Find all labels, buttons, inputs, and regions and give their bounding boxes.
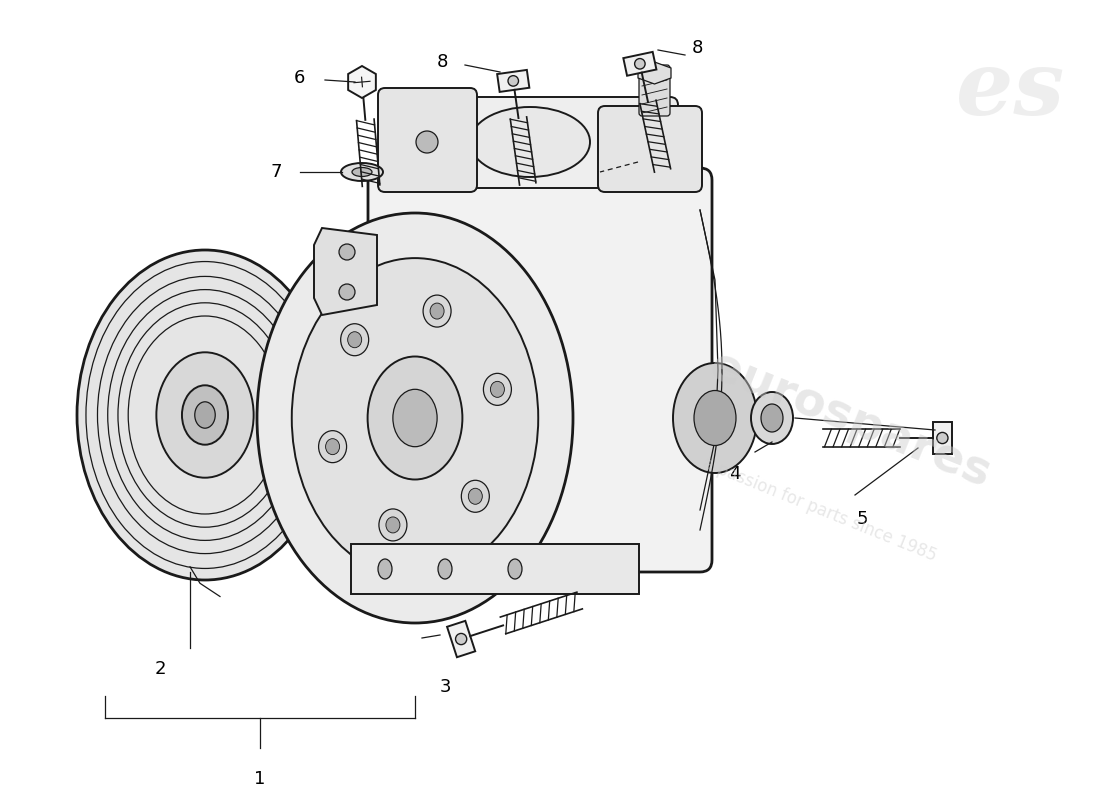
Ellipse shape — [430, 303, 444, 319]
Polygon shape — [933, 422, 952, 454]
Text: 6: 6 — [294, 69, 305, 87]
Ellipse shape — [348, 332, 362, 348]
Ellipse shape — [352, 167, 372, 177]
Ellipse shape — [341, 324, 368, 356]
Text: 2: 2 — [154, 660, 166, 678]
FancyBboxPatch shape — [402, 97, 678, 188]
Ellipse shape — [393, 390, 437, 446]
Ellipse shape — [367, 357, 462, 479]
Polygon shape — [314, 228, 377, 315]
Ellipse shape — [378, 509, 407, 541]
Ellipse shape — [461, 480, 490, 512]
Ellipse shape — [182, 386, 228, 445]
Ellipse shape — [751, 392, 793, 444]
Ellipse shape — [292, 258, 538, 578]
Text: es: es — [956, 46, 1064, 134]
Ellipse shape — [438, 559, 452, 579]
Ellipse shape — [455, 634, 466, 645]
Ellipse shape — [156, 352, 254, 478]
Ellipse shape — [635, 58, 645, 69]
Text: 1: 1 — [254, 770, 266, 788]
Ellipse shape — [319, 430, 346, 462]
Text: eurospares: eurospares — [703, 343, 997, 497]
Polygon shape — [638, 62, 671, 84]
Ellipse shape — [937, 432, 948, 443]
Text: 7: 7 — [271, 163, 282, 181]
Polygon shape — [348, 66, 376, 98]
FancyBboxPatch shape — [378, 88, 477, 192]
Ellipse shape — [77, 250, 333, 580]
Ellipse shape — [386, 517, 400, 533]
Ellipse shape — [469, 488, 482, 504]
Ellipse shape — [257, 213, 573, 623]
FancyBboxPatch shape — [368, 168, 712, 572]
Ellipse shape — [424, 295, 451, 327]
Ellipse shape — [339, 244, 355, 260]
Ellipse shape — [326, 438, 340, 454]
Text: 3: 3 — [439, 678, 451, 696]
FancyBboxPatch shape — [598, 106, 702, 192]
Ellipse shape — [508, 76, 518, 86]
Ellipse shape — [378, 559, 392, 579]
Ellipse shape — [694, 390, 736, 446]
Ellipse shape — [470, 107, 590, 177]
Text: a passion for parts since 1985: a passion for parts since 1985 — [701, 454, 939, 566]
Text: 8: 8 — [437, 53, 448, 71]
FancyBboxPatch shape — [639, 65, 670, 116]
Text: 4: 4 — [729, 465, 740, 483]
Text: 8: 8 — [692, 39, 703, 57]
Ellipse shape — [339, 284, 355, 300]
Polygon shape — [497, 70, 529, 92]
Ellipse shape — [761, 404, 783, 432]
Ellipse shape — [491, 382, 505, 398]
Ellipse shape — [673, 363, 757, 473]
Ellipse shape — [483, 374, 512, 406]
Ellipse shape — [195, 402, 216, 428]
FancyBboxPatch shape — [351, 544, 639, 594]
Polygon shape — [624, 52, 657, 76]
Ellipse shape — [508, 559, 522, 579]
Ellipse shape — [341, 163, 383, 181]
Ellipse shape — [416, 131, 438, 153]
Text: 5: 5 — [856, 510, 868, 528]
Polygon shape — [447, 621, 475, 658]
